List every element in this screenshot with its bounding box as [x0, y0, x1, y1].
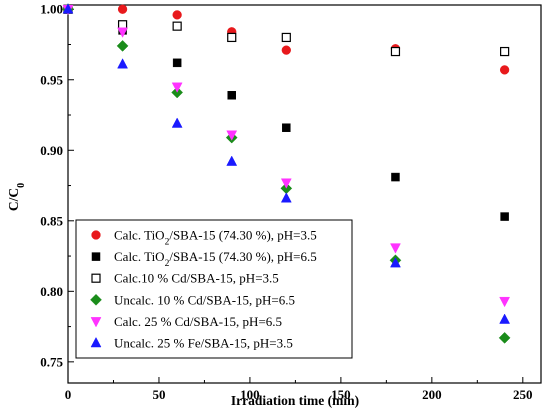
legend-marker [90, 293, 102, 306]
x-tick-label: 50 [152, 387, 165, 402]
legend-marker [91, 230, 101, 240]
data-point [390, 46, 401, 57]
data-point [499, 296, 511, 308]
tick-labels: 0 50 100 150 200 250 0.75 0.80 0.85 0.90 0.95 1.00 [40, 2, 532, 402]
x-tick-label: 150 [331, 387, 351, 402]
legend-box [75, 219, 353, 359]
y-tick-label: 0.80 [40, 284, 63, 299]
y-axis-label-sub: 0 [16, 183, 27, 188]
data-point [390, 243, 401, 254]
legend-label: Uncalc. 25 % Fe/SBA-15, pH=3.5 [114, 336, 293, 351]
data-point [499, 313, 511, 324]
data-point [171, 82, 183, 93]
data-point [226, 130, 238, 141]
data-point [498, 332, 511, 344]
x-tick-label: 100 [240, 387, 260, 402]
data-point [280, 192, 292, 203]
y-axis-label: C/C0 [6, 183, 27, 211]
data-markers [62, 3, 511, 344]
y-tick-label: 0.75 [40, 354, 63, 369]
legend-label: Calc. TiO2/SBA-15 (74.30 %), pH=6.5 [114, 249, 317, 269]
data-point [172, 21, 182, 31]
data-point [281, 45, 291, 55]
data-point [116, 40, 129, 52]
data-point [500, 46, 510, 57]
data-point [117, 27, 128, 38]
data-point [281, 32, 291, 43]
legend-marker [90, 336, 102, 348]
data-point [391, 172, 400, 182]
y-tick-label: 1.00 [40, 2, 63, 17]
series-6 [62, 3, 511, 324]
data-point [62, 3, 74, 14]
data-point [499, 65, 510, 75]
y-tick-label: 0.90 [40, 143, 63, 158]
y-tick-label: 0.95 [40, 72, 63, 87]
data-point [282, 123, 291, 132]
legend-label: Uncalc. 10 % Cd/SBA-15, pH=6.5 [114, 292, 295, 307]
data-point [117, 20, 128, 30]
data-point [226, 155, 238, 166]
data-point [280, 178, 292, 189]
legend-marker [91, 252, 101, 261]
x-tick-label: 200 [422, 387, 442, 402]
legend-marker [91, 273, 101, 283]
y-axis-label-main: C/C [6, 188, 21, 211]
data-point [227, 32, 237, 43]
data-point [117, 58, 128, 69]
x-tick-label: 250 [513, 387, 533, 402]
legend-label: Calc. TiO2/SBA-15 (74.30 %), pH=3.5 [114, 228, 317, 248]
data-point [227, 91, 236, 100]
data-point [172, 58, 182, 68]
data-point [172, 10, 182, 20]
x-tick-label: 0 [65, 387, 72, 402]
data-point [390, 257, 401, 268]
x-axis-label: Irradiation time (min) [231, 393, 359, 408]
legend: Calc. TiO2/SBA-15 (74.30 %), pH=3.5Calc.… [75, 219, 353, 359]
axis-ticks [67, 8, 524, 383]
legend-label: Calc. 25 % Cd/SBA-15, pH=6.5 [114, 314, 282, 329]
legend-label: Calc.10 % Cd/SBA-15, pH=3.5 [114, 271, 279, 286]
data-point [171, 117, 183, 128]
data-point [117, 4, 128, 14]
legend-marker [90, 317, 102, 328]
data-point [500, 212, 509, 221]
y-tick-label: 0.85 [40, 213, 63, 228]
